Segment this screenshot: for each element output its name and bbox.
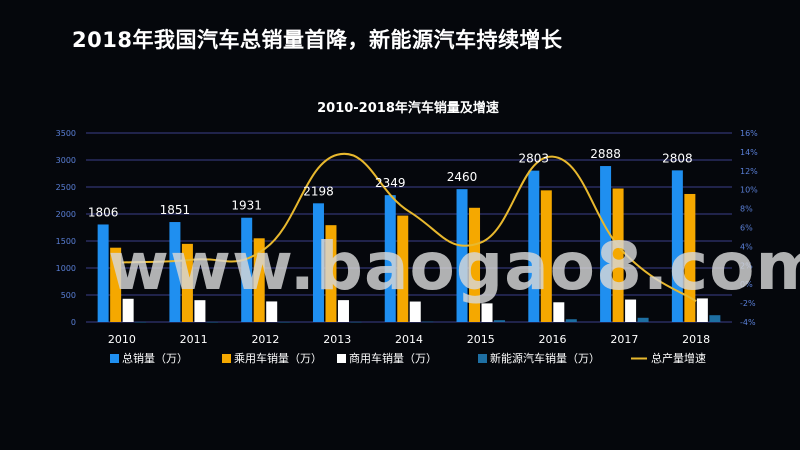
legend-label: 总销量（万） — [122, 351, 188, 365]
y-right-tick-label: 10% — [740, 186, 758, 195]
bar — [397, 215, 409, 322]
x-tick-label: 2017 — [610, 333, 638, 346]
y-right-tick-label: 12% — [740, 167, 758, 176]
x-tick-label: 2010 — [108, 333, 136, 346]
y-left-tick-label: 500 — [61, 291, 76, 300]
x-tick-label: 2012 — [251, 333, 279, 346]
y-right-tick-label: -4% — [740, 318, 756, 327]
legend-swatch — [478, 354, 487, 363]
bar — [612, 188, 624, 322]
bar — [481, 303, 493, 322]
y-left-tick-label: 1000 — [56, 264, 76, 273]
legend-swatch — [337, 354, 346, 363]
total-sales-data-label: 1851 — [160, 203, 191, 217]
total-sales-data-label: 2460 — [447, 170, 478, 184]
bar — [266, 301, 278, 322]
growth-line-group — [121, 152, 697, 303]
y-right-tick-label: -2% — [740, 299, 756, 308]
bar — [110, 247, 122, 322]
bar — [122, 298, 134, 322]
y-right-tick-label: 14% — [740, 148, 758, 157]
x-tick-label: 2013 — [323, 333, 351, 346]
y-axis-left: 0 500 1000 1500 2000 2500 3000 3500 — [56, 129, 76, 327]
x-tick-label: 2014 — [395, 333, 423, 346]
bar — [553, 302, 565, 322]
y-left-tick-label: 2500 — [56, 183, 76, 192]
legend-swatch — [110, 354, 119, 363]
y-left-tick-label: 2000 — [56, 210, 76, 219]
bar — [384, 195, 396, 322]
bar — [600, 166, 612, 322]
total-sales-data-label: 2349 — [375, 176, 406, 190]
y-left-tick-label: 3000 — [56, 156, 76, 165]
bar — [135, 321, 147, 323]
bar — [528, 170, 540, 322]
bar — [169, 222, 181, 322]
total-sales-data-label: 1806 — [88, 205, 119, 219]
bar — [181, 243, 193, 322]
x-tick-label: 2011 — [180, 333, 208, 346]
bar — [241, 217, 253, 322]
bars — [97, 166, 721, 323]
y-right-tick-label: 16% — [740, 129, 758, 138]
bar — [456, 189, 468, 322]
legend-label: 商用车销量（万） — [349, 351, 437, 365]
bar — [671, 170, 683, 322]
bar — [637, 317, 649, 322]
bar — [194, 300, 206, 322]
bar — [206, 321, 218, 323]
bar — [540, 190, 552, 322]
bar — [97, 224, 109, 322]
bar — [312, 203, 324, 322]
bar — [469, 207, 481, 322]
y-left-tick-label: 1500 — [56, 237, 76, 246]
bar — [278, 321, 290, 323]
total-sales-data-label: 2198 — [303, 184, 334, 198]
bar — [684, 193, 696, 322]
y-axis-right: -4% -2% 0% 2% 4% 6% 8% 10% 12% 14% 16% — [740, 129, 758, 327]
legend-swatch — [222, 354, 231, 363]
bar — [409, 301, 421, 322]
bar — [494, 320, 506, 322]
x-tick-label: 2018 — [682, 333, 710, 346]
y-right-tick-label: 6% — [740, 224, 753, 233]
bar — [325, 225, 337, 322]
bar — [337, 300, 349, 322]
bar — [709, 315, 721, 322]
slide-title: 2018年我国汽车总销量首降，新能源汽车持续增长 — [72, 28, 563, 52]
y-right-tick-label: 8% — [740, 205, 753, 214]
y-left-tick-label: 0 — [71, 318, 76, 327]
y-right-tick-label: 4% — [740, 242, 753, 251]
legend-label: 乘用车销量（万） — [234, 351, 322, 365]
y-left-tick-label: 3500 — [56, 129, 76, 138]
total-sales-data-label: 2808 — [662, 151, 693, 165]
legend-label: 总产量增速 — [651, 351, 706, 365]
total-sales-data-label: 2803 — [519, 152, 550, 166]
legend: 总销量（万） 乘用车销量（万） 商用车销量（万） 新能源汽车销量（万） 总产量增速 — [110, 351, 706, 365]
growth-rate-line — [121, 152, 697, 303]
bar — [253, 238, 265, 322]
legend-label: 新能源汽车销量（万） — [490, 351, 600, 365]
data-labels: 1806 1851 1931 2198 2349 2460 2803 2888 2808 — [88, 147, 693, 219]
bar — [565, 319, 577, 322]
bar — [422, 321, 434, 323]
x-axis: 2010 2011 2012 2013 2014 2015 2016 2017 2018 — [108, 333, 710, 346]
y-right-tick-label: 0% — [740, 280, 753, 289]
x-tick-label: 2015 — [467, 333, 495, 346]
gridlines — [86, 132, 732, 323]
chart-title: 2010-2018年汽车销量及增速 — [317, 100, 499, 116]
bar — [625, 299, 637, 322]
y-right-tick-label: 2% — [740, 261, 753, 270]
bar — [350, 321, 362, 323]
x-tick-label: 2016 — [539, 333, 567, 346]
total-sales-data-label: 2888 — [590, 147, 621, 161]
total-sales-data-label: 1931 — [231, 199, 262, 213]
bar — [696, 298, 708, 322]
